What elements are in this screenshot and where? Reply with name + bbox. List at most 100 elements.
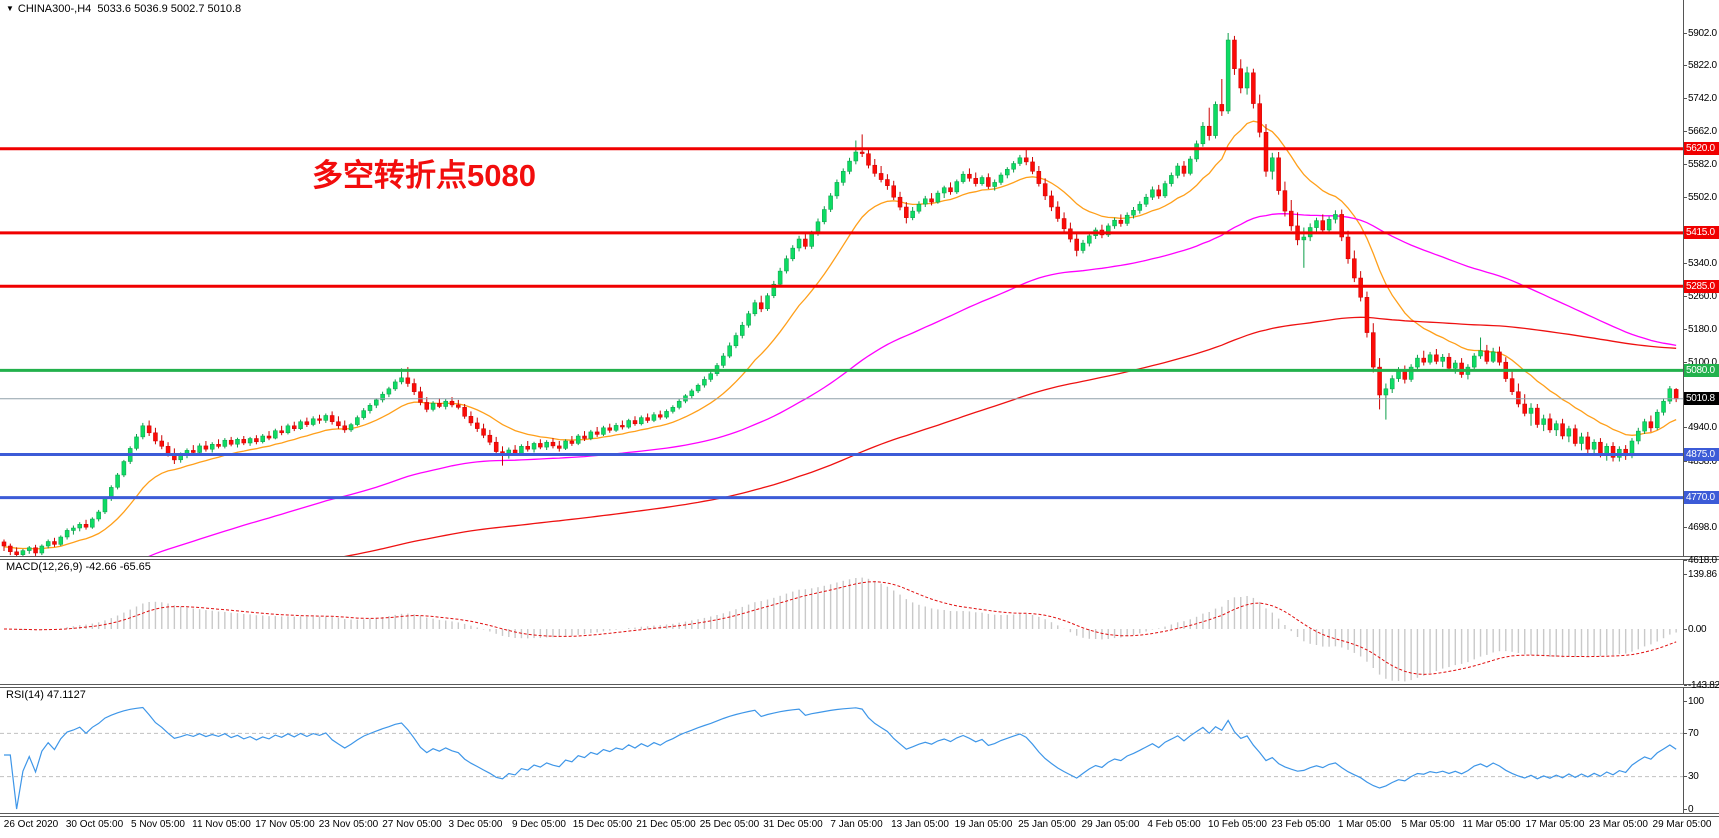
candle xyxy=(1143,196,1149,205)
candle xyxy=(392,381,398,390)
pane-separator[interactable] xyxy=(0,684,1719,688)
candle xyxy=(115,474,120,488)
candle xyxy=(1106,225,1111,236)
candle xyxy=(979,177,985,184)
macd-axis-tick: 0.00 xyxy=(1683,623,1707,635)
candle xyxy=(1017,157,1023,164)
candle xyxy=(134,436,139,449)
candle xyxy=(430,402,436,410)
candle xyxy=(247,438,253,444)
candle xyxy=(1049,195,1054,208)
candle xyxy=(310,418,316,425)
time-axis-label: 23 Feb 05:00 xyxy=(1271,819,1331,830)
time-axis[interactable]: 26 Oct 2020 30 Oct 05:00 5 Nov 05:00 11 Nov… xyxy=(0,816,1719,838)
time-axis-label: 17 Mar 05:00 xyxy=(1525,819,1585,830)
candle xyxy=(1270,157,1275,172)
candle xyxy=(273,430,278,439)
candle xyxy=(279,430,284,434)
candle xyxy=(796,238,802,249)
candle xyxy=(336,421,341,427)
candle xyxy=(651,414,657,421)
candle xyxy=(1156,189,1161,197)
candle xyxy=(102,498,108,513)
candle xyxy=(840,171,846,183)
macd-chart-canvas[interactable] xyxy=(0,559,1683,684)
candle xyxy=(1225,39,1231,112)
time-axis-label: 5 Mar 05:00 xyxy=(1401,819,1455,830)
time-axis-label: 26 Oct 2020 xyxy=(3,819,59,830)
candle xyxy=(531,443,537,450)
candle xyxy=(777,270,783,285)
candle xyxy=(828,195,833,210)
candle xyxy=(58,536,64,545)
symbol-header: ▼ CHINA300-,H4 5033.6 5036.9 5002.7 5010.… xyxy=(6,3,241,15)
candle xyxy=(77,524,82,529)
time-axis-label: 10 Feb 05:00 xyxy=(1208,819,1267,830)
candle xyxy=(664,411,669,418)
candle xyxy=(1124,214,1130,224)
price-axis[interactable]: 5902.0 5822.0 5742.0 5662.0 5582.0 5502.0 5340… xyxy=(1683,0,1719,838)
candle xyxy=(266,435,272,439)
candle xyxy=(1150,189,1155,198)
candle xyxy=(866,153,871,166)
candle xyxy=(493,441,499,452)
ma-mid-line xyxy=(145,213,1677,557)
candle xyxy=(859,151,865,154)
candle xyxy=(670,407,676,412)
candle xyxy=(525,446,530,450)
candle xyxy=(1345,236,1351,260)
candle xyxy=(1547,418,1553,431)
candle xyxy=(449,400,455,406)
rsi-axis-tick: 70 xyxy=(1684,727,1699,739)
candle xyxy=(1598,441,1603,455)
candle xyxy=(1585,436,1591,450)
candle xyxy=(191,450,196,453)
candle xyxy=(228,439,234,445)
chart-annotation-text: 多空转折点5080 xyxy=(312,158,536,193)
time-axis-label: 5 Nov 05:00 xyxy=(131,819,185,830)
candle xyxy=(1080,242,1086,251)
pane-separator[interactable] xyxy=(0,556,1719,560)
candle xyxy=(140,425,146,438)
candle xyxy=(159,440,164,447)
symbol-timeframe-label: CHINA300-,H4 xyxy=(17,3,92,15)
rsi-pane[interactable] xyxy=(0,687,1683,813)
candle xyxy=(702,379,707,386)
candle xyxy=(1288,210,1294,227)
candle xyxy=(822,209,827,223)
candle xyxy=(626,420,631,428)
candle xyxy=(241,439,247,444)
symbol-dropdown-icon[interactable]: ▼ xyxy=(6,4,14,13)
candle xyxy=(487,434,493,443)
candle xyxy=(695,384,701,392)
candle xyxy=(1118,219,1124,224)
price-pane[interactable] xyxy=(0,0,1683,557)
price-axis-tick: 5662.0 xyxy=(1684,126,1717,137)
candle xyxy=(973,178,978,184)
rsi-chart-canvas[interactable] xyxy=(0,687,1683,813)
candle xyxy=(317,418,322,421)
candle xyxy=(1238,68,1244,89)
candle xyxy=(1005,169,1010,176)
candle xyxy=(361,410,366,418)
macd-axis-tick: -143.82 xyxy=(1684,679,1719,691)
macd-pane[interactable] xyxy=(0,559,1683,684)
candle xyxy=(960,173,966,182)
candle xyxy=(45,541,51,547)
candle xyxy=(1112,219,1117,227)
candle xyxy=(456,404,461,408)
candle xyxy=(342,425,347,431)
candle xyxy=(815,221,821,234)
price-level-badge: 5415.0 xyxy=(1684,226,1719,240)
price-chart-canvas[interactable] xyxy=(0,0,1683,557)
candle xyxy=(304,421,310,425)
time-axis-label: 9 Dec 05:00 xyxy=(512,819,566,830)
candle xyxy=(1516,391,1521,405)
macd-signal-line xyxy=(3,581,1677,675)
candle xyxy=(1471,355,1477,368)
candle xyxy=(1352,258,1357,279)
candle xyxy=(178,455,183,461)
candle xyxy=(468,416,474,424)
time-axis-label: 29 Jan 05:00 xyxy=(1081,819,1140,830)
candle xyxy=(1408,366,1414,380)
